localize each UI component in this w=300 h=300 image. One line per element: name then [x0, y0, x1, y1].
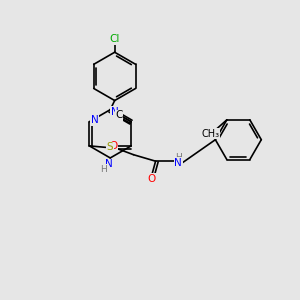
- Text: CH₃: CH₃: [202, 129, 220, 139]
- Text: N: N: [91, 115, 98, 125]
- Text: C: C: [116, 110, 123, 121]
- Text: O: O: [110, 141, 118, 151]
- Text: Cl: Cl: [110, 34, 120, 44]
- Text: S: S: [106, 142, 113, 152]
- Text: N: N: [111, 106, 119, 116]
- Text: O: O: [147, 174, 156, 184]
- Text: H: H: [175, 153, 181, 162]
- Text: H: H: [100, 165, 107, 174]
- Text: N: N: [174, 158, 182, 168]
- Text: N: N: [105, 159, 113, 170]
